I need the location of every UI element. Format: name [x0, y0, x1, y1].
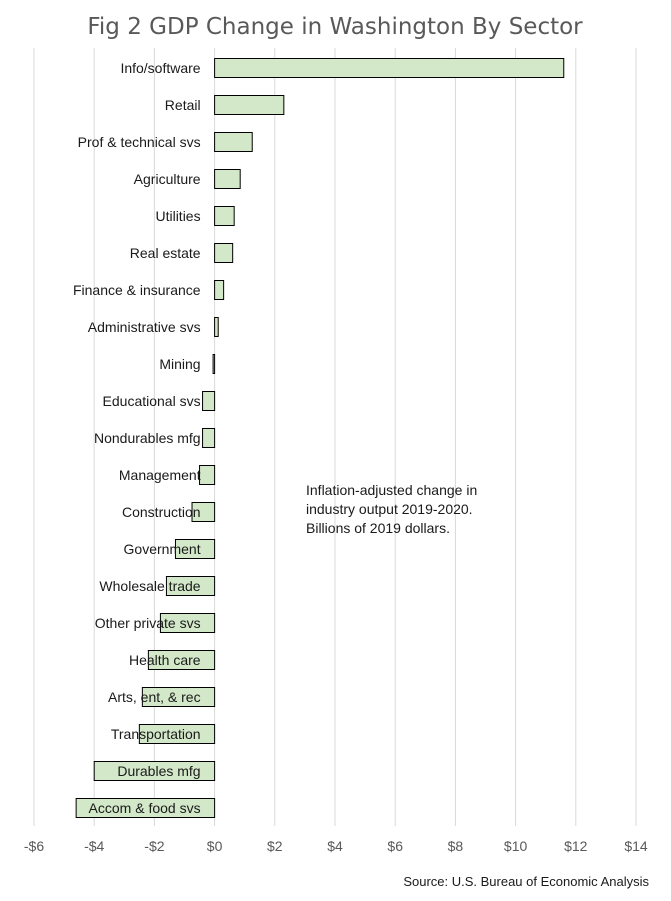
bar [93, 761, 216, 781]
bar [214, 132, 253, 152]
chart-title: Fig 2 GDP Change in Washington By Sector [87, 14, 583, 40]
category-label: Arts, ent, & rec [108, 689, 201, 705]
category-label: Retail [165, 97, 201, 113]
category-label: Info/software [120, 60, 200, 76]
bar [214, 317, 219, 337]
x-tick-label: $8 [448, 838, 464, 854]
bar [174, 539, 216, 559]
x-tick-label: $2 [267, 838, 283, 854]
bar [75, 798, 216, 818]
category-label: Mining [159, 356, 200, 372]
bars [75, 58, 565, 818]
category-label: Government [124, 541, 201, 557]
category-labels: Info/software Retail Prof & technical svs A… [73, 60, 201, 816]
category-label: Utilities [155, 208, 200, 224]
x-tick-label: -$2 [144, 838, 164, 854]
x-tick-labels: -$6 -$4 -$2 $0 $2 $4 $6 $8 $10 $12 $14 [24, 838, 648, 854]
bar [191, 502, 216, 522]
category-label: Management [119, 467, 201, 483]
x-tick-label: $4 [327, 838, 343, 854]
category-label: Administrative svs [88, 319, 201, 335]
bar [214, 95, 285, 115]
x-tick-label: $0 [207, 838, 223, 854]
category-label: Prof & technical svs [78, 134, 201, 150]
category-label: Transportation [111, 726, 201, 742]
x-tick-label: -$6 [24, 838, 44, 854]
bar [141, 687, 216, 707]
category-label: Educational svs [103, 393, 201, 409]
category-label: Finance & insurance [73, 282, 201, 298]
bar [212, 354, 216, 374]
x-tick-label: $6 [387, 838, 403, 854]
bar [214, 280, 225, 300]
x-tick-label: $14 [624, 838, 648, 854]
bar [138, 724, 216, 744]
category-label: Durables mfg [117, 763, 200, 779]
bar [214, 169, 241, 189]
x-tick-label: -$4 [84, 838, 104, 854]
category-label: Nondurables mfg [94, 430, 201, 446]
category-label: Other private svs [95, 615, 201, 631]
bar [202, 428, 216, 448]
bar [214, 206, 235, 226]
category-label: Accom & food svs [89, 800, 201, 816]
bar [214, 58, 565, 78]
source-note: Source: U.S. Bureau of Economic Analysis [403, 874, 649, 889]
category-label: Wholesale trade [99, 578, 200, 594]
category-label: Real estate [130, 245, 201, 261]
bar [202, 391, 216, 411]
category-label: Agriculture [134, 171, 201, 187]
category-label: Construction [122, 504, 201, 520]
annotation-line-1: Inflation-adjusted change in [306, 482, 477, 498]
bar [199, 465, 216, 485]
bar [165, 576, 216, 596]
bar [147, 650, 216, 670]
annotation-line-3: Billions of 2019 dollars. [306, 520, 450, 536]
bar [214, 243, 234, 263]
bar [159, 613, 216, 633]
x-tick-label: $12 [564, 838, 588, 854]
gridlines [33, 48, 637, 826]
x-tick-label: $10 [504, 838, 528, 854]
category-label: Health care [129, 652, 201, 668]
annotation-line-2: industry output 2019-2020. [306, 501, 473, 517]
